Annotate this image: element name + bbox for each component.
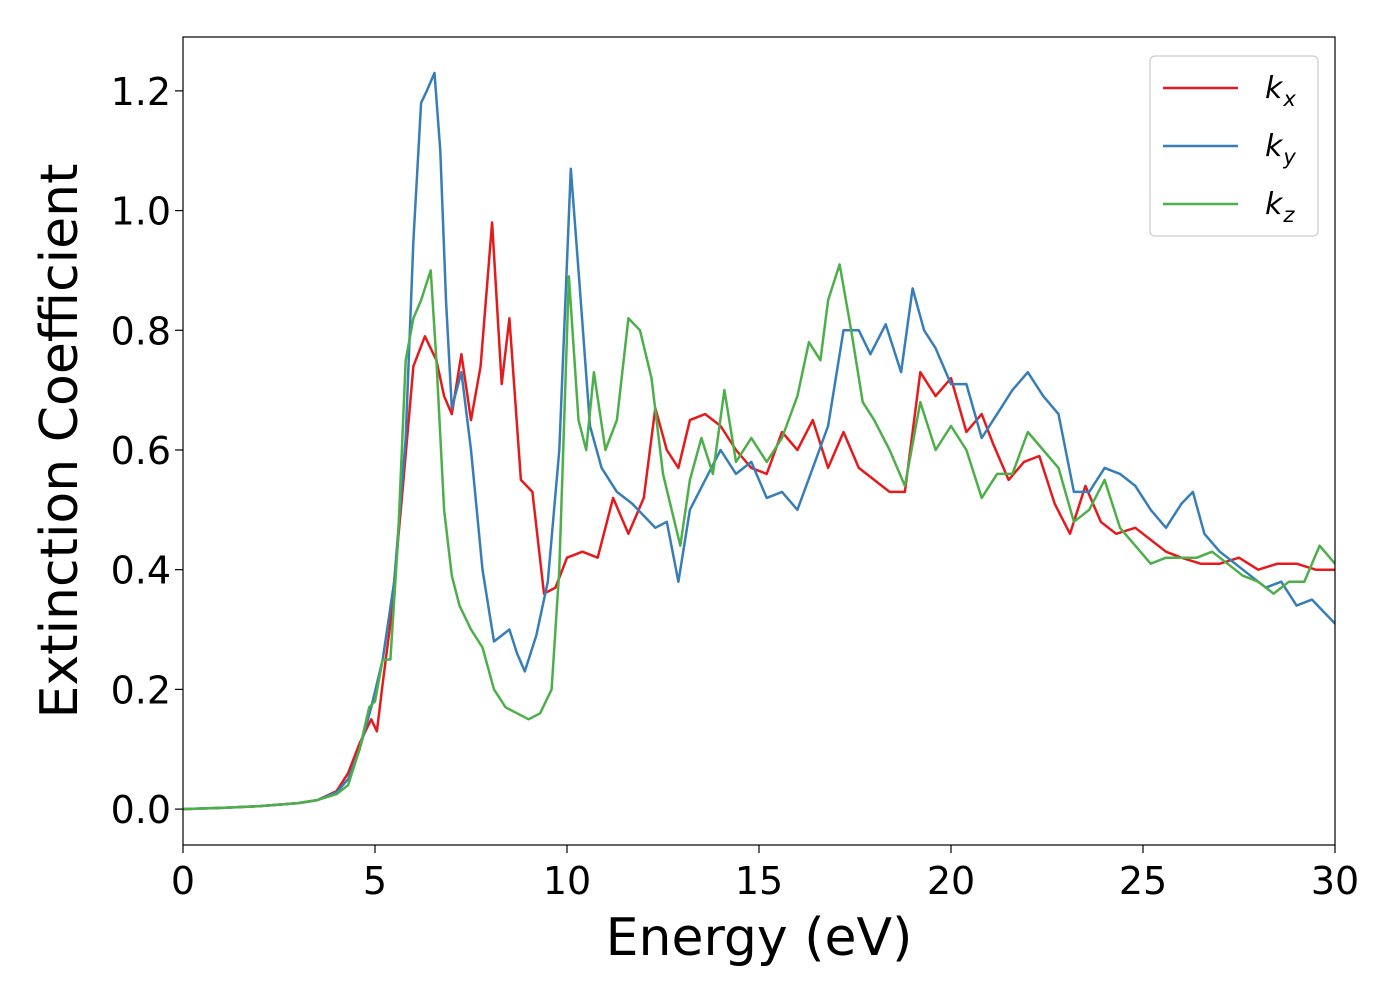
y-tick-label: 0.0 (111, 788, 171, 832)
x-tick-label: 0 (171, 859, 195, 903)
y-axis-title: Extinction Coefficient (30, 164, 90, 719)
x-tick-label: 20 (927, 859, 975, 903)
y-tick-label: 0.6 (111, 429, 171, 473)
x-tick-label: 15 (735, 859, 783, 903)
legend-label-x: kx (1265, 71, 1296, 111)
series-line-y (183, 71, 1335, 811)
x-axis-title: Energy (eV) (606, 908, 913, 968)
y-tick-label: 0.2 (111, 668, 171, 712)
y-tick-label: 1.2 (111, 70, 171, 114)
series-line-x (183, 221, 1335, 811)
series-layer (183, 71, 1335, 811)
y-tick-label: 1.0 (111, 190, 171, 234)
axis-layer: 0 5 10 15 20 25 30 0.0 0.2 0.4 0.6 0.8 1.0 1.2 (111, 70, 1360, 903)
legend: kx ky kz (1149, 55, 1319, 237)
y-tick-label: 0.4 (111, 549, 171, 593)
x-tick-label: 30 (1311, 859, 1359, 903)
x-tick-label: 10 (543, 859, 591, 903)
x-tick-label: 25 (1119, 859, 1167, 903)
series-line-z (183, 263, 1335, 811)
y-tick-label: 0.8 (111, 309, 171, 353)
x-tick-label: 5 (363, 859, 387, 903)
legend-label-z: kz (1265, 187, 1295, 227)
legend-label-y: ky (1265, 129, 1296, 169)
